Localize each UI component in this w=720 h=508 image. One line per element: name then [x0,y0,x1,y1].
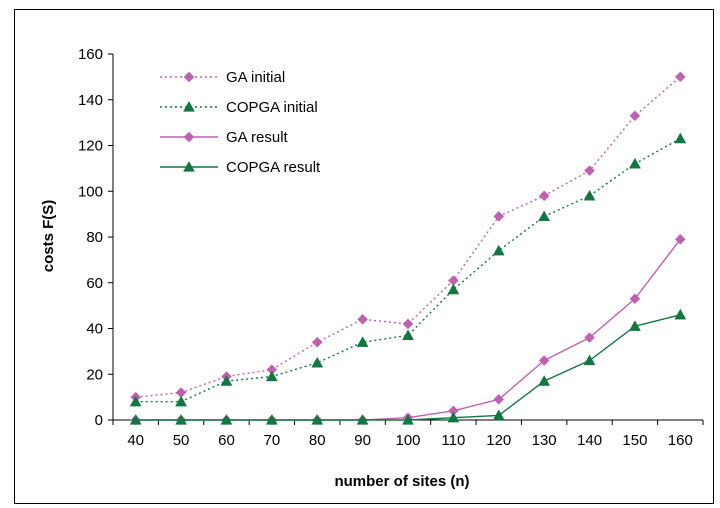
data-point [356,413,369,425]
data-point [402,413,414,425]
legend-label: GA initial [226,69,285,86]
y-tick-label: 20 [86,366,103,383]
data-point [220,413,233,425]
data-point [583,354,596,366]
data-point [265,370,278,382]
y-tick-label: 100 [78,183,103,200]
data-point [493,394,505,405]
chart-frame: 0 20 40 60 80 100 120 140 160 40 50 60 70 80 90 100 110 1… [14,9,714,504]
data-point [493,211,505,222]
legend-label: COPGA result [226,159,321,176]
legend-marker [183,100,195,112]
data-point [492,244,505,256]
data-point [175,395,188,407]
series-line-ga-initial [135,76,681,398]
y-tick-label: 80 [86,229,103,246]
x-tick-label: 80 [309,432,326,449]
legend-marker [183,71,195,83]
y-tick-label: 60 [86,275,103,292]
line-chart: 0 20 40 60 80 100 120 140 160 40 50 60 70 80 90 100 110 1… [40,46,704,490]
x-tick-label: 50 [173,432,190,449]
data-point [311,356,324,368]
x-tick-label: 120 [486,432,511,449]
y-tick-label: 160 [78,46,103,63]
data-point [129,395,142,407]
data-point [674,308,687,320]
data-point [674,132,687,144]
x-tick-label: 160 [668,432,693,449]
data-point [583,189,596,201]
data-point [447,411,460,423]
x-tick-label: 140 [577,432,602,449]
legend-label: GA result [226,129,289,146]
data-point [402,329,414,341]
data-point [311,413,324,425]
data-point [628,320,641,331]
data-point [538,375,551,386]
x-tick-label: 110 [441,432,465,449]
legend-marker [183,131,195,143]
data-point [674,71,686,83]
x-tick-label: 100 [395,432,420,449]
data-point [175,413,188,425]
data-point [402,318,414,330]
data-point [492,409,505,421]
data-point [129,413,142,425]
x-tick-label: 130 [532,432,557,449]
x-tick-label: 90 [354,432,371,449]
data-point [357,313,368,325]
data-point [538,355,550,366]
x-tick-label: 40 [127,432,144,449]
data-point [629,293,641,305]
data-point [220,375,233,386]
y-tick-label: 40 [86,321,103,338]
data-point [447,283,460,295]
plot-area: 0 20 40 60 80 100 120 140 160 40 50 60 70 80 90 100 110 1… [78,46,704,449]
data-point [584,332,595,344]
y-tick-label: 120 [78,138,103,155]
data-point [356,336,369,347]
data-point [584,165,595,177]
data-point [265,413,278,425]
x-axis-title: number of sites (n) [334,473,469,490]
x-tick-label: 60 [218,432,235,449]
x-tick-label: 70 [264,432,281,449]
data-point [311,336,323,348]
legend-marker [183,160,195,172]
legend-label: COPGA initial [226,99,318,116]
y-tick-label: 140 [78,92,103,109]
data-point [628,157,641,169]
data-point [629,110,641,122]
y-axis-title: costs F(S) [40,200,57,273]
data-point [538,190,550,202]
data-point [674,233,686,245]
series-line-copga-initial [135,138,681,403]
y-tick-label: 0 [95,412,103,429]
data-point [538,210,551,222]
x-tick-label: 150 [622,432,647,449]
